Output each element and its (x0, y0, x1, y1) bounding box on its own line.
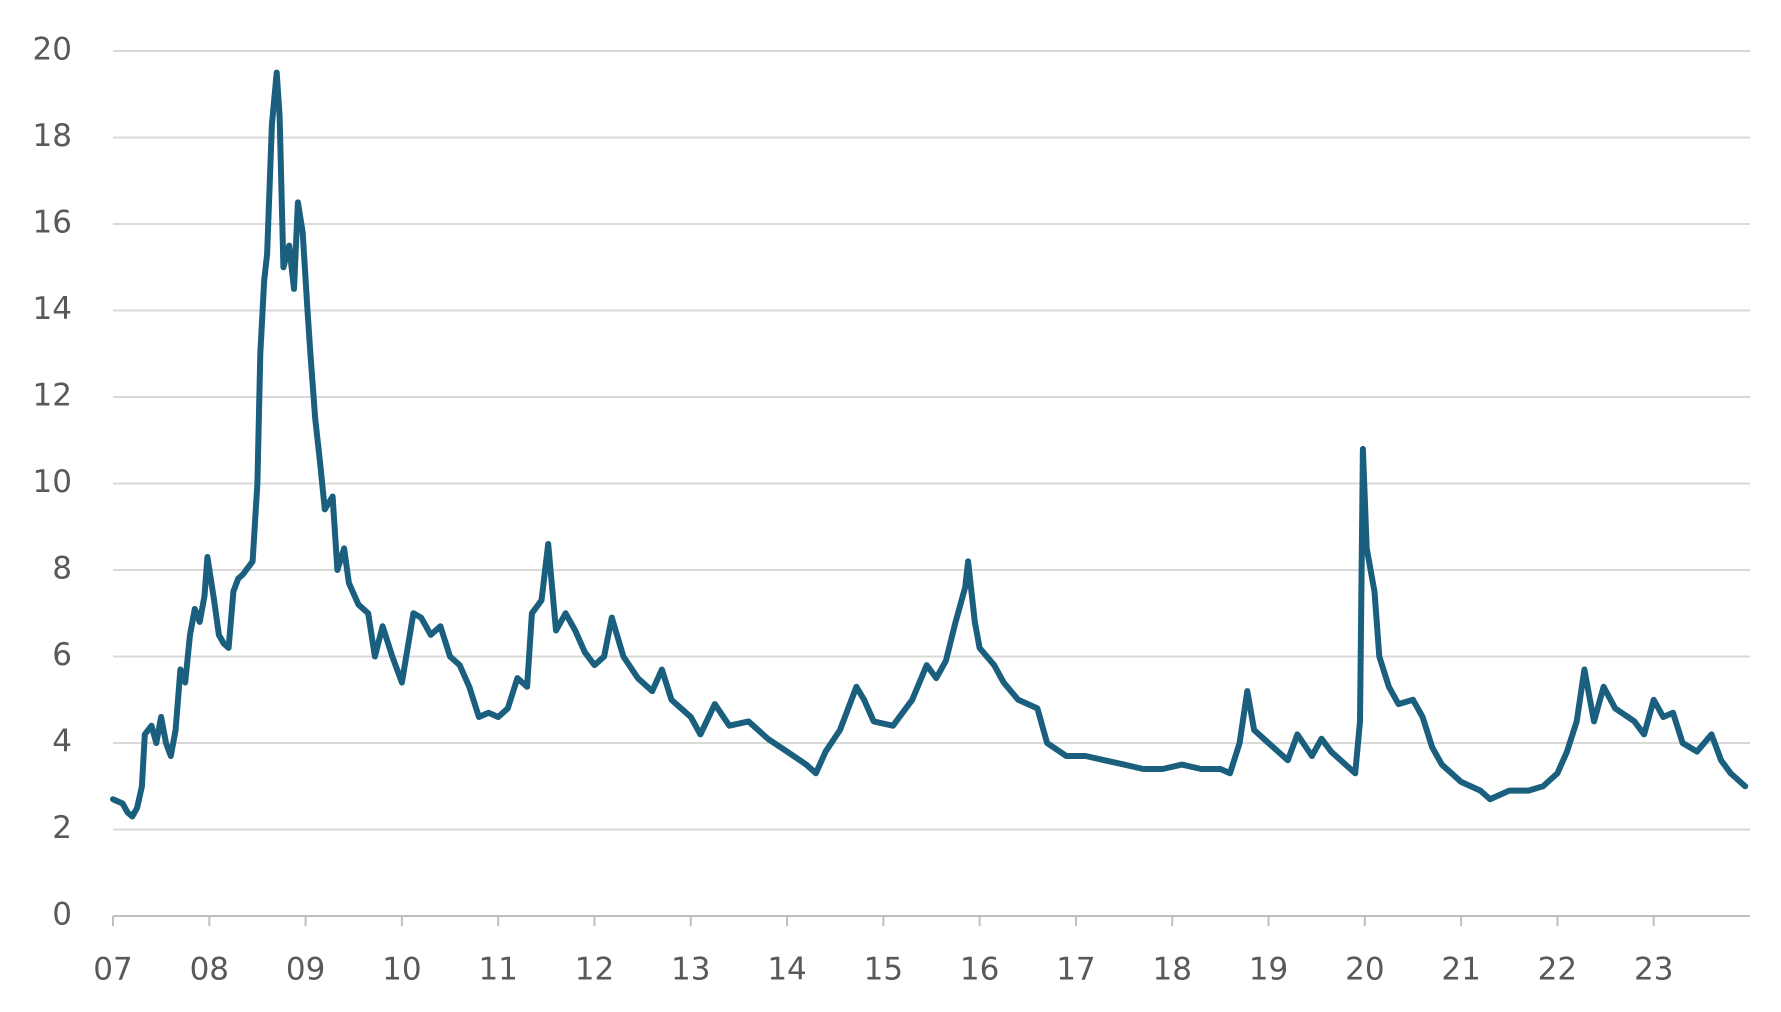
x-tick-label: 14 (767, 952, 806, 988)
y-tick-label: 12 (33, 378, 72, 414)
x-tick-label: 16 (960, 952, 999, 988)
x-tick-label: 08 (190, 952, 229, 988)
y-tick-label: 2 (52, 810, 72, 846)
y-tick-label: 20 (33, 32, 72, 68)
x-tick-label: 22 (1538, 952, 1577, 988)
y-tick-label: 14 (33, 291, 72, 327)
y-tick-label: 4 (52, 724, 72, 760)
x-tick-label: 10 (382, 952, 421, 988)
y-tick-label: 18 (33, 118, 72, 154)
y-tick-label: 10 (33, 464, 72, 500)
y-tick-label: 8 (52, 551, 72, 587)
x-tick-label: 15 (864, 952, 903, 988)
y-tick-label: 0 (52, 897, 72, 933)
y-tick-label: 6 (52, 637, 72, 673)
x-tick-label: 21 (1441, 952, 1480, 988)
x-tick-label: 13 (671, 952, 710, 988)
x-tick-label: 23 (1634, 952, 1673, 988)
x-tick-label: 11 (478, 952, 517, 988)
x-tick-label: 12 (575, 952, 614, 988)
x-tick-label: 09 (286, 952, 325, 988)
x-tick-label: 07 (93, 952, 132, 988)
x-tick-label: 20 (1345, 952, 1384, 988)
line-series (110, 69, 1749, 820)
y-tick-label: 16 (33, 205, 72, 241)
x-tick-label: 17 (1056, 952, 1095, 988)
x-tick-label: 18 (1153, 952, 1192, 988)
x-tick-label: 19 (1249, 952, 1288, 988)
